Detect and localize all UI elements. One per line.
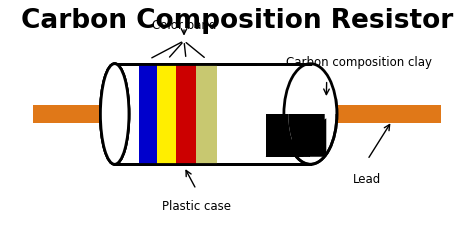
Bar (115, 64, 310, 165)
Bar (157, 64, 178, 165)
Bar (176, 64, 196, 165)
Text: Carbon Composition Resistor: Carbon Composition Resistor (21, 8, 453, 33)
Polygon shape (265, 119, 326, 157)
Text: Plastic case: Plastic case (162, 199, 231, 212)
Bar (139, 64, 160, 165)
Bar (33, 105, 115, 124)
Bar (265, 72, 310, 157)
Text: Lead: Lead (353, 172, 382, 185)
Bar (217, 64, 310, 165)
Bar (196, 64, 217, 165)
Bar (324, 105, 441, 124)
Bar (139, 64, 160, 165)
Bar (196, 64, 217, 165)
Ellipse shape (100, 64, 129, 165)
Bar (157, 64, 178, 165)
Text: Carbon composition clay: Carbon composition clay (286, 56, 432, 69)
Ellipse shape (288, 72, 325, 157)
Bar (262, 67, 323, 114)
Ellipse shape (100, 64, 129, 165)
Text: Color band: Color band (152, 19, 216, 32)
Ellipse shape (284, 64, 337, 165)
Bar (176, 64, 196, 165)
Ellipse shape (288, 72, 324, 157)
Ellipse shape (100, 64, 129, 165)
Bar (257, 60, 337, 114)
Ellipse shape (288, 72, 324, 157)
